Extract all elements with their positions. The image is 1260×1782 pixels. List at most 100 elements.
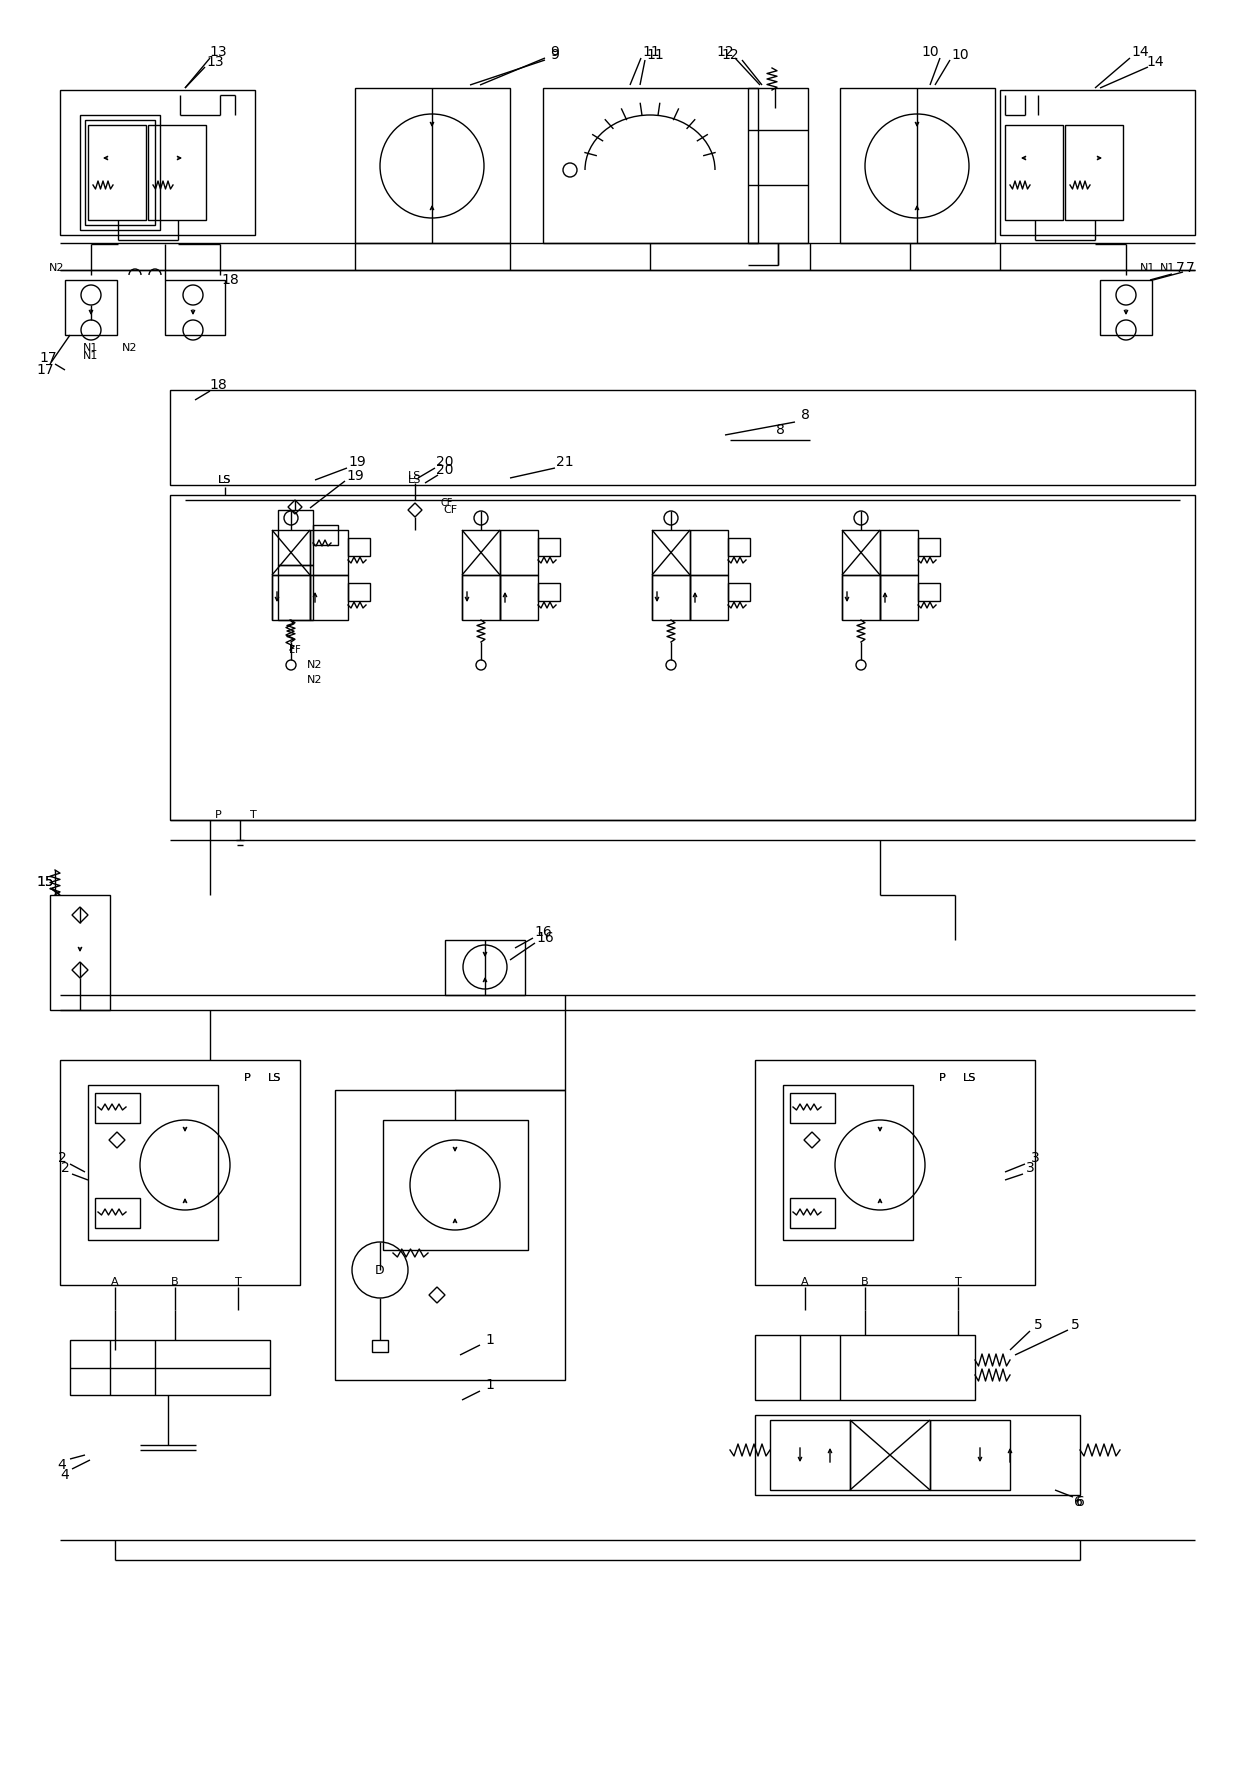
- Text: 5: 5: [1071, 1319, 1080, 1331]
- Bar: [79, 116, 160, 230]
- Bar: [84, 119, 155, 225]
- Text: T: T: [249, 811, 256, 820]
- Text: 20: 20: [436, 454, 454, 469]
- Text: 17: 17: [37, 364, 54, 378]
- Bar: [651, 529, 690, 576]
- Text: 16: 16: [534, 925, 552, 939]
- Bar: [842, 576, 879, 620]
- Bar: [94, 1198, 140, 1228]
- Text: 1: 1: [485, 1333, 494, 1347]
- Bar: [147, 125, 205, 219]
- Bar: [500, 576, 538, 620]
- Bar: [60, 91, 255, 235]
- Text: A: A: [801, 1278, 809, 1287]
- Bar: [748, 87, 808, 242]
- Bar: [728, 538, 750, 556]
- Text: 10: 10: [951, 48, 969, 62]
- Text: EF: EF: [289, 645, 301, 656]
- Bar: [690, 576, 728, 620]
- Text: 12: 12: [721, 48, 738, 62]
- Bar: [1005, 125, 1063, 219]
- Text: LS: LS: [268, 1073, 282, 1083]
- Bar: [170, 390, 1194, 485]
- Bar: [272, 576, 310, 620]
- Bar: [930, 1420, 1011, 1490]
- Bar: [348, 538, 370, 556]
- Text: A: A: [111, 1278, 118, 1287]
- Text: 16: 16: [536, 930, 554, 944]
- Text: 6: 6: [1076, 1495, 1085, 1509]
- Text: 7: 7: [1186, 260, 1194, 274]
- Text: T: T: [234, 1278, 242, 1287]
- Text: 7: 7: [1176, 260, 1184, 274]
- Text: N1: N1: [1160, 264, 1176, 273]
- Text: 8: 8: [800, 408, 809, 422]
- Text: 14: 14: [1147, 55, 1164, 69]
- Text: 13: 13: [209, 45, 227, 59]
- Text: 18: 18: [220, 273, 239, 287]
- Text: 8: 8: [776, 422, 785, 437]
- Text: N2: N2: [307, 659, 323, 670]
- Text: LS: LS: [408, 476, 422, 485]
- Bar: [1000, 91, 1194, 235]
- Bar: [919, 583, 940, 601]
- Bar: [850, 1420, 930, 1490]
- Bar: [165, 280, 226, 335]
- Text: 18: 18: [209, 378, 227, 392]
- Text: 4: 4: [58, 1458, 67, 1472]
- Bar: [790, 1198, 835, 1228]
- Bar: [71, 1340, 270, 1395]
- Text: 11: 11: [646, 48, 664, 62]
- Text: 6: 6: [1074, 1495, 1082, 1509]
- Bar: [88, 125, 146, 219]
- Bar: [840, 87, 995, 242]
- Text: 3: 3: [1026, 1162, 1034, 1174]
- Bar: [755, 1335, 975, 1401]
- Text: T: T: [955, 1278, 961, 1287]
- Text: B: B: [861, 1278, 869, 1287]
- Bar: [462, 576, 500, 620]
- Text: 5: 5: [1033, 1319, 1042, 1331]
- Text: 20: 20: [436, 463, 454, 478]
- Bar: [790, 1092, 835, 1123]
- Text: 19: 19: [346, 469, 364, 483]
- Text: B: B: [171, 1278, 179, 1287]
- Text: P: P: [243, 1073, 251, 1083]
- Text: LS: LS: [218, 476, 232, 485]
- Bar: [60, 1060, 300, 1285]
- Bar: [755, 1415, 1080, 1495]
- Bar: [50, 895, 110, 1010]
- Bar: [543, 87, 759, 242]
- Bar: [538, 583, 559, 601]
- Bar: [1065, 125, 1123, 219]
- Bar: [879, 529, 919, 576]
- Text: CF: CF: [444, 504, 457, 515]
- Bar: [879, 576, 919, 620]
- Bar: [842, 529, 879, 576]
- Text: 17: 17: [39, 351, 57, 365]
- Text: P: P: [214, 811, 222, 820]
- Text: N1: N1: [83, 342, 98, 353]
- Text: P: P: [939, 1073, 945, 1083]
- Bar: [770, 1420, 851, 1490]
- Bar: [66, 280, 117, 335]
- Text: 15: 15: [37, 875, 54, 889]
- Text: N1: N1: [83, 351, 98, 362]
- Text: P: P: [939, 1073, 945, 1083]
- Bar: [348, 583, 370, 601]
- Bar: [445, 939, 525, 994]
- Bar: [538, 538, 559, 556]
- Text: 1: 1: [485, 1377, 494, 1392]
- Text: 9: 9: [551, 48, 559, 62]
- Bar: [310, 529, 348, 576]
- Bar: [88, 1085, 218, 1240]
- Text: N1: N1: [1140, 264, 1155, 273]
- Text: LS: LS: [964, 1073, 976, 1083]
- Bar: [1100, 280, 1152, 335]
- Bar: [782, 1085, 914, 1240]
- Bar: [355, 87, 510, 242]
- Text: 12: 12: [716, 45, 733, 59]
- Text: LS: LS: [408, 470, 422, 481]
- Bar: [919, 538, 940, 556]
- Text: LS: LS: [268, 1073, 282, 1083]
